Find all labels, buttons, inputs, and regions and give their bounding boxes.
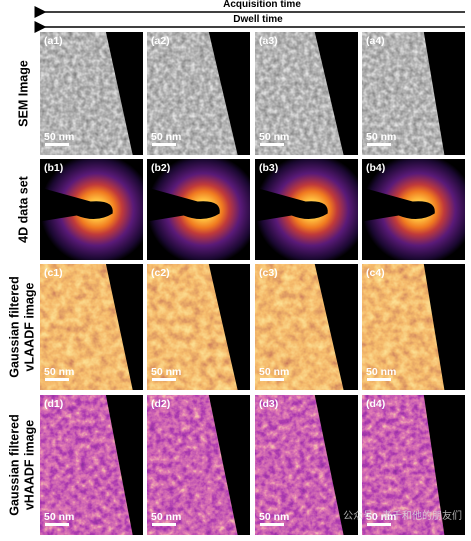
panel-image <box>362 264 465 390</box>
panel-label: (b2) <box>151 162 170 174</box>
panel-image <box>40 32 143 155</box>
vacuum-region <box>423 395 465 535</box>
panel: (b3) <box>255 159 358 260</box>
scale-bar-label: 50 nm <box>259 511 289 523</box>
panel: (c2) 50 nm <box>147 264 250 390</box>
vacuum-region <box>105 264 143 390</box>
panel: (c4) 50 nm <box>362 264 465 390</box>
panel-image <box>255 264 358 390</box>
vacuum-region <box>208 32 250 155</box>
panel: (b1) <box>40 159 143 260</box>
row-label: 4D data set <box>16 175 30 243</box>
scale-bar <box>45 378 69 381</box>
panel-label: (a2) <box>151 35 170 47</box>
row-label: Gaussian filtered <box>7 414 21 515</box>
scale-bar-label: 50 nm <box>44 511 74 523</box>
scale-bar-label: 50 nm <box>151 366 181 378</box>
panel: (d4) 50 nm <box>362 395 465 535</box>
scale-bar-label: 50 nm <box>259 366 289 378</box>
scale-bar <box>152 143 176 146</box>
panel-image <box>147 32 250 155</box>
vacuum-region <box>105 32 143 155</box>
panel-label: (a1) <box>44 35 63 47</box>
panel: (c3) 50 nm <box>255 264 358 390</box>
panel-image <box>255 159 358 260</box>
beam-stopper <box>362 187 435 222</box>
panel-image <box>147 159 250 260</box>
panel-image <box>40 159 143 260</box>
scale-bar-label: 50 nm <box>366 366 396 378</box>
panel-image <box>255 32 358 155</box>
panel-image <box>362 159 465 260</box>
scale-bar <box>367 523 391 526</box>
panel: (c1) 50 nm <box>40 264 143 390</box>
beam-stopper <box>255 187 328 222</box>
scale-bar-label: 50 nm <box>366 131 396 143</box>
scale-bar <box>367 143 391 146</box>
panel: (a4) 50 nm <box>362 32 465 155</box>
scale-bar <box>152 523 176 526</box>
panel-label: (d2) <box>151 398 170 410</box>
vacuum-region <box>208 264 250 390</box>
row-label: SEM Image <box>16 60 30 127</box>
panel-label: (c1) <box>44 267 63 279</box>
scale-bar <box>367 378 391 381</box>
vacuum-region <box>105 395 143 535</box>
panel-image <box>40 264 143 390</box>
watermark: 公众号 · 老千和他的朋友们 <box>343 509 462 522</box>
row-label: vHAADF image <box>22 420 36 510</box>
vacuum-region <box>314 32 358 155</box>
panel: (d1) 50 nm <box>40 395 143 535</box>
panel: (a2) 50 nm <box>147 32 250 155</box>
vacuum-region <box>314 264 358 390</box>
scale-bar <box>260 523 284 526</box>
panel: (b2) <box>147 159 250 260</box>
vacuum-region <box>208 395 250 535</box>
beam-stopper <box>147 187 220 222</box>
panel-label: (c3) <box>259 267 278 279</box>
scale-bar <box>45 523 69 526</box>
panel-label: (d4) <box>366 398 385 410</box>
panel: (d2) 50 nm <box>147 395 250 535</box>
vacuum-region <box>423 32 465 155</box>
panel: (d3) 50 nm <box>255 395 358 535</box>
panel-label: (c4) <box>366 267 385 279</box>
panel-label: (a4) <box>366 35 385 47</box>
panel: (a1) 50 nm <box>40 32 143 155</box>
panel-label: (b4) <box>366 162 385 174</box>
panel-label: (d1) <box>44 398 63 410</box>
panel-image <box>40 395 143 535</box>
scale-bar-label: 50 nm <box>366 511 396 523</box>
panel-image <box>147 264 250 390</box>
panel-label: (b1) <box>44 162 63 174</box>
row-label: vLAADF image <box>22 283 36 372</box>
panel-label: (c2) <box>151 267 170 279</box>
panel-label: (b3) <box>259 162 278 174</box>
panel-image <box>147 395 250 535</box>
scale-bar-label: 50 nm <box>151 511 181 523</box>
panel-image <box>362 32 465 155</box>
vacuum-region <box>314 395 358 535</box>
panel: (b4) <box>362 159 465 260</box>
scale-bar-label: 50 nm <box>44 131 74 143</box>
scale-bar-label: 50 nm <box>44 366 74 378</box>
row-label: Gaussian filtered <box>7 276 21 377</box>
scale-bar <box>260 378 284 381</box>
scale-bar-label: 50 nm <box>259 131 289 143</box>
panel: (a3) 50 nm <box>255 32 358 155</box>
panel-label: (d3) <box>259 398 278 410</box>
panel-image <box>362 395 465 535</box>
scale-bar <box>260 143 284 146</box>
header-label: Dwell time <box>233 14 283 25</box>
beam-stopper <box>40 187 113 222</box>
panel-label: (a3) <box>259 35 278 47</box>
header-label: Acquisition time <box>223 0 301 10</box>
scale-bar-label: 50 nm <box>151 131 181 143</box>
scale-bar <box>152 378 176 381</box>
panel-image <box>255 395 358 535</box>
scale-bar <box>45 143 69 146</box>
vacuum-region <box>423 264 465 390</box>
